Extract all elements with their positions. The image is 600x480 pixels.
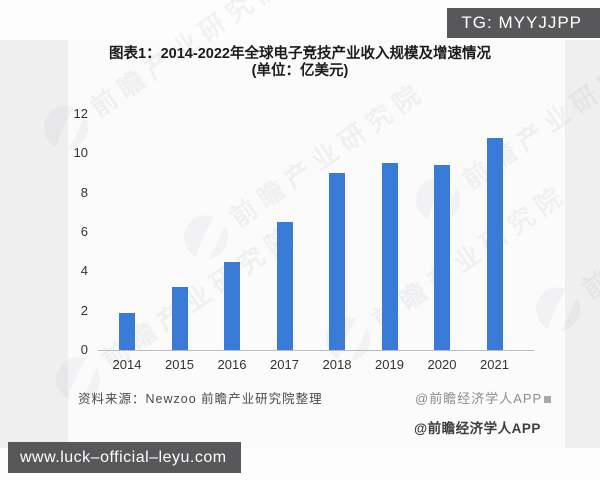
bar-2021 bbox=[486, 137, 503, 350]
bar-2017 bbox=[276, 222, 293, 350]
x-tick-label: 2021 bbox=[480, 357, 509, 372]
chart-subtitle: (单位：亿美元) bbox=[251, 63, 349, 79]
bar-2020 bbox=[434, 165, 450, 350]
x-tick-label: 2018 bbox=[322, 357, 352, 372]
credit-watermark-text: @前瞻经济学人APP bbox=[415, 391, 543, 406]
x-tick-label: 2019 bbox=[375, 357, 404, 372]
artifact-square bbox=[544, 396, 552, 403]
y-tick-label: 8 bbox=[80, 184, 88, 200]
y-tick-label: 10 bbox=[73, 145, 88, 161]
credit-app: @前瞻经济学人APP bbox=[414, 421, 541, 436]
url-watermark-bar: www.luck–official–leyu.com bbox=[8, 442, 241, 473]
bar-2018 bbox=[329, 173, 345, 350]
bar-2014 bbox=[119, 312, 135, 350]
bar-2016 bbox=[224, 261, 240, 350]
x-tick-label: 2014 bbox=[112, 357, 142, 372]
chart-title-block: 图表1：2014-2022年全球电子竞技产业收入规模及增速情况 (单位：亿美元) bbox=[40, 46, 560, 80]
x-tick-label: 2015 bbox=[165, 357, 194, 372]
x-tick-label: 2017 bbox=[270, 357, 299, 372]
chart-title: 图表1：2014-2022年全球电子竞技产业收入规模及增速情况 bbox=[109, 46, 491, 62]
y-tick-label: 12 bbox=[73, 106, 88, 121]
y-tick-label: 0 bbox=[80, 342, 88, 357]
y-tick-label: 2 bbox=[80, 302, 88, 318]
source-note: 资料来源：Newzoo 前瞻产业研究院整理 bbox=[78, 392, 323, 406]
x-tick-label: 2020 bbox=[427, 357, 457, 372]
chart-panel bbox=[68, 40, 565, 448]
bar-2019 bbox=[381, 163, 398, 350]
credit-watermark: @前瞻经济学人APP bbox=[415, 388, 552, 407]
x-axis-line bbox=[98, 350, 534, 351]
tg-contact-badge: TG: MYYJJPP bbox=[447, 8, 600, 38]
x-tick-label: 2016 bbox=[217, 357, 247, 372]
y-tick-label: 4 bbox=[80, 263, 88, 279]
bar-2015 bbox=[171, 287, 188, 350]
y-tick-label: 6 bbox=[80, 224, 88, 239]
